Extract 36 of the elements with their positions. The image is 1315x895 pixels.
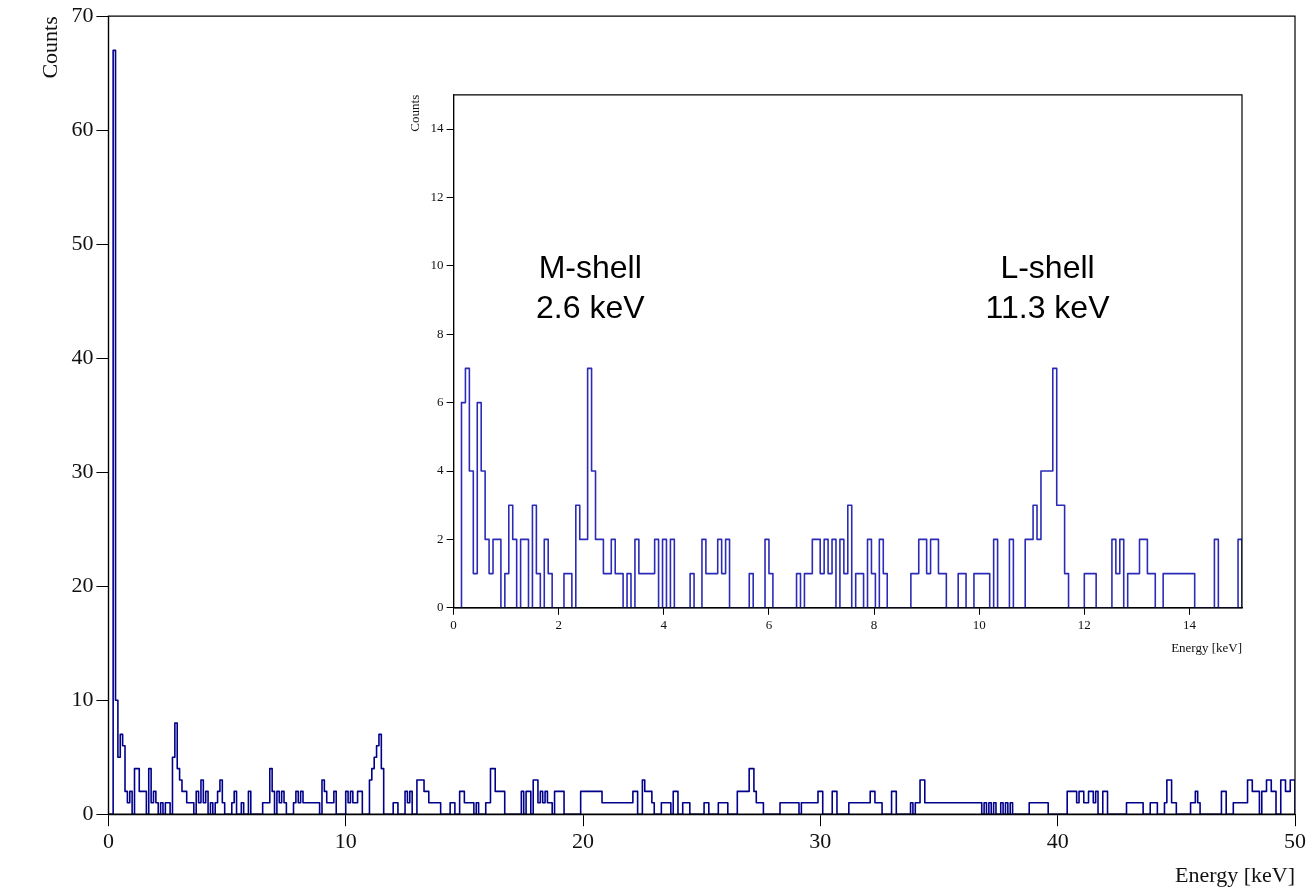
x-tick-label: 6	[765, 617, 773, 633]
y-tick-label: 30	[71, 457, 94, 483]
x-tick-label: 12	[1077, 617, 1091, 633]
x-tick-label: 0	[450, 617, 457, 633]
x-tick-label: 14	[1182, 617, 1197, 633]
y-axis-title: Counts	[407, 94, 423, 132]
y-tick-label: 40	[71, 343, 94, 369]
y-tick-label: 10	[430, 257, 444, 273]
y-tick-label: 14	[430, 120, 445, 136]
x-tick-label: 30	[809, 828, 832, 854]
y-tick-label: 70	[71, 1, 94, 27]
x-tick-label: 8	[870, 617, 878, 633]
y-tick-label: 50	[71, 229, 94, 255]
y-tick-label: 2	[437, 530, 444, 546]
annotation: M-shell 2.6 keV	[536, 249, 646, 326]
x-tick-label: 2	[555, 617, 562, 633]
x-axis-title: Energy [keV]	[1171, 639, 1242, 655]
y-tick-label: 12	[430, 188, 444, 204]
y-tick-label: 60	[71, 115, 94, 141]
x-tick-label: 10	[972, 617, 986, 633]
y-tick-label: 6	[437, 394, 445, 410]
y-axis-title: Counts	[36, 16, 62, 79]
y-tick-label: 0	[82, 799, 94, 825]
x-tick-label: 50	[1284, 828, 1306, 854]
x-tick-label: 10	[334, 828, 357, 854]
y-tick-label: 8	[437, 325, 444, 341]
x-tick-label: 40	[1046, 828, 1069, 854]
x-tick-label: 4	[660, 617, 668, 633]
y-tick-label: 20	[71, 571, 94, 597]
annotation: L-shell 11.3 keV	[985, 249, 1111, 326]
y-tick-label: 4	[437, 462, 445, 478]
x-tick-label: 0	[102, 828, 114, 854]
y-tick-label: 0	[437, 599, 444, 615]
x-axis-title: Energy [keV]	[1175, 861, 1295, 887]
x-tick-label: 20	[572, 828, 595, 854]
y-tick-label: 10	[71, 685, 94, 711]
